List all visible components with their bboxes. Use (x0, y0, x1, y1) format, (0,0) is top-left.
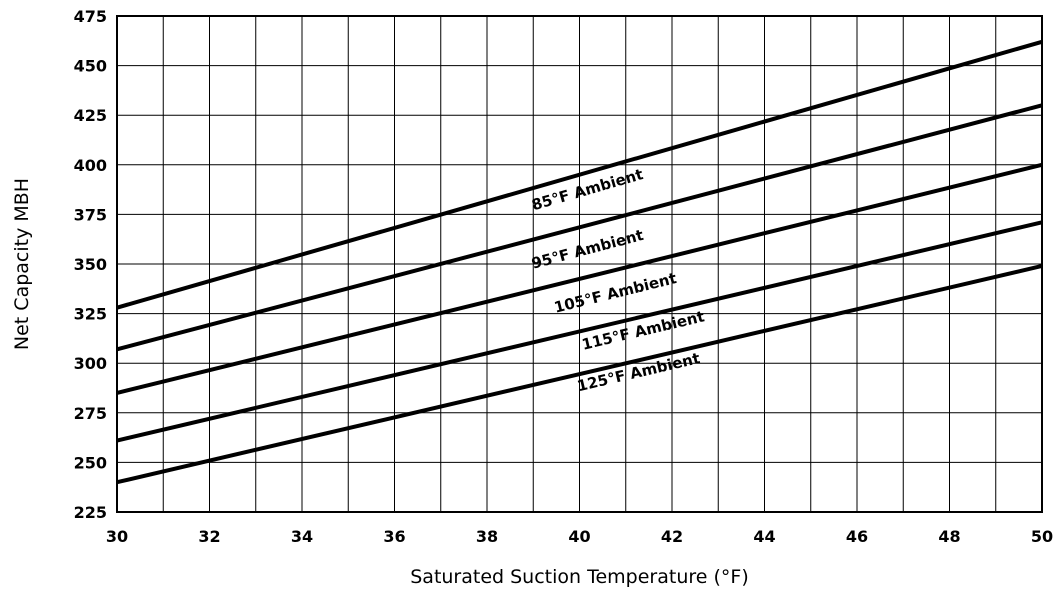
x-tick-labels: 30 32 34 36 38 40 42 44 46 48 50 (106, 527, 1053, 546)
series-line-2 (116, 162, 1043, 395)
y-tick-label: 275 (74, 404, 107, 423)
x-tick-label: 48 (938, 527, 960, 546)
y-tick-label: 450 (74, 57, 107, 76)
series-line-3 (116, 220, 1043, 443)
y-tick-label: 250 (74, 453, 107, 472)
x-axis-title: Saturated Suction Temperature (°F) (410, 566, 749, 588)
x-tick-label: 46 (846, 527, 868, 546)
y-tick-label: 325 (74, 305, 107, 324)
x-tick-label: 34 (291, 527, 313, 546)
y-tick-label: 225 (74, 503, 107, 522)
x-tick-label: 32 (198, 527, 220, 546)
x-tick-label: 36 (383, 527, 405, 546)
y-axis-title: Net Capacity MBH (11, 178, 33, 350)
series-label-3: 115°F Ambient (580, 307, 706, 353)
x-tick-label: 40 (568, 527, 590, 546)
y-tick-label: 400 (74, 156, 107, 175)
series-line-4 (116, 264, 1043, 485)
y-tick-label: 375 (74, 205, 107, 224)
series-lines (116, 39, 1043, 485)
x-tick-label: 38 (476, 527, 498, 546)
y-tick-label: 300 (74, 354, 107, 373)
grid (116, 15, 1043, 513)
series-label-2: 105°F Ambient (552, 269, 678, 317)
y-tick-labels: 225 250 275 300 325 350 375 400 425 450 475 (74, 7, 107, 522)
x-tick-label: 44 (753, 527, 775, 546)
x-tick-label: 50 (1031, 527, 1053, 546)
y-tick-label: 425 (74, 106, 107, 125)
plot-frame (116, 15, 1043, 513)
x-tick-label: 30 (106, 527, 128, 546)
x-tick-label: 42 (661, 527, 683, 546)
y-tick-label: 350 (74, 255, 107, 274)
series-line-1 (116, 103, 1043, 352)
series-line-0 (116, 39, 1043, 310)
y-tick-label: 475 (74, 7, 107, 26)
